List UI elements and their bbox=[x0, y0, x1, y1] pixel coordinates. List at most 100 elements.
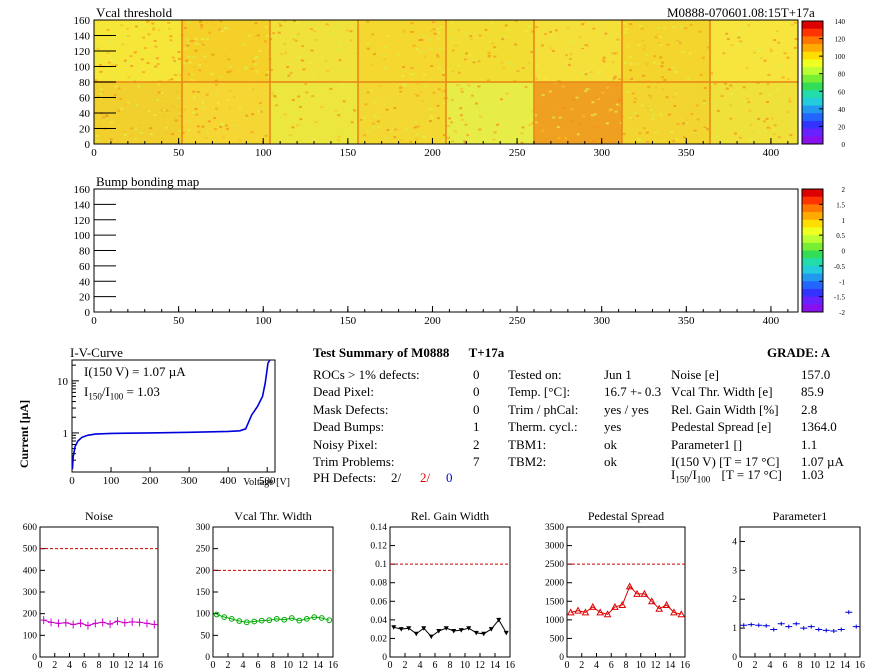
vcal-pixel bbox=[432, 91, 436, 94]
vcal-pixel bbox=[341, 85, 345, 88]
vcal-x-tick-label: 400 bbox=[763, 147, 780, 159]
vcal-pixel bbox=[460, 138, 464, 141]
vcal-pixel bbox=[776, 87, 780, 90]
vcal-pixel bbox=[534, 121, 538, 124]
roc-point bbox=[266, 617, 273, 624]
vcal-pixel bbox=[647, 85, 651, 88]
vcal-pixel bbox=[339, 127, 343, 130]
roc-x-tick-label: 0 bbox=[38, 660, 43, 671]
vcal-pixel bbox=[646, 107, 650, 110]
vcal-pixel bbox=[562, 106, 566, 109]
roc-point bbox=[77, 619, 84, 628]
color-scale-label: 40 bbox=[838, 106, 846, 114]
vcal-pixel bbox=[294, 39, 298, 42]
roc-point bbox=[303, 615, 310, 622]
ph-defects-row: PH Defects: 2/ 2/ 0 bbox=[313, 470, 463, 486]
vcal-pixel bbox=[402, 83, 406, 86]
vcal-pixel bbox=[402, 66, 406, 69]
vcal-pixel bbox=[228, 106, 232, 109]
vcal-map-y-axis: 0 20 40 60 80 100 120 140 160 bbox=[74, 15, 116, 151]
vcal-pixel bbox=[304, 82, 308, 85]
vcal-pixel bbox=[198, 63, 202, 66]
bump-x-tick-label: 50 bbox=[173, 315, 185, 327]
vcal-pixel bbox=[499, 98, 503, 101]
roc-point bbox=[762, 623, 770, 628]
vcal-pixel bbox=[588, 74, 592, 77]
vcal-pixel bbox=[478, 128, 482, 131]
vcal-pixel bbox=[219, 75, 223, 78]
vcal-pixel bbox=[277, 31, 281, 34]
vcal-pixel bbox=[772, 129, 776, 132]
roc-point bbox=[391, 625, 397, 630]
vcal-pixel bbox=[338, 41, 342, 44]
roc-y-tick-label: 1000 bbox=[545, 616, 564, 626]
roc-x-tick-label: 4 bbox=[67, 660, 72, 671]
vcal-pixel bbox=[238, 106, 242, 109]
roc-point bbox=[852, 624, 860, 629]
vcal-pixel bbox=[216, 102, 220, 105]
bump-x-tick-label: 0 bbox=[91, 315, 97, 327]
summary-value: 1364.0 bbox=[801, 419, 837, 435]
vcal-pixel bbox=[493, 55, 497, 58]
vcal-pixel bbox=[254, 22, 258, 25]
color-scale-band bbox=[802, 273, 823, 282]
vcal-pixel bbox=[160, 91, 164, 94]
vcal-pixel bbox=[666, 43, 670, 46]
vcal-pixel bbox=[194, 108, 198, 111]
vcal-pixel bbox=[489, 106, 493, 109]
summary-label: Pedestal Spread [e] bbox=[671, 419, 772, 435]
vcal-pixel bbox=[703, 127, 707, 130]
vcal-pixel bbox=[451, 21, 455, 24]
roc-y-tick-label: 1500 bbox=[545, 597, 564, 607]
bump-y-tick-label: 120 bbox=[74, 215, 91, 227]
vcal-pixel bbox=[496, 123, 500, 126]
vcal-pixel bbox=[650, 109, 654, 112]
vcal-pixel bbox=[595, 126, 599, 129]
vcal-pixel bbox=[366, 42, 370, 45]
vcal-pixel bbox=[98, 63, 102, 66]
vcal-pixel bbox=[197, 131, 201, 134]
vcal-pixel bbox=[162, 109, 166, 112]
vcal-pixel bbox=[631, 118, 635, 121]
vcal-pixel bbox=[106, 51, 110, 54]
vcal-pixel bbox=[564, 137, 568, 140]
vcal-pixel bbox=[114, 61, 118, 64]
roc-point bbox=[815, 627, 823, 632]
vcal-pixel bbox=[201, 125, 205, 128]
vcal-pixel bbox=[191, 39, 195, 42]
vcal-pixel bbox=[108, 140, 112, 143]
vcal-pixel bbox=[194, 49, 198, 52]
vcal-pixel bbox=[415, 48, 419, 51]
vcal-pixel bbox=[211, 20, 215, 23]
vcal-pixel bbox=[632, 92, 636, 95]
vcal-pixel bbox=[296, 22, 300, 25]
vcal-pixel bbox=[192, 56, 196, 59]
vcal-pixel bbox=[233, 124, 237, 127]
vcal-pixel bbox=[311, 137, 315, 140]
vcal-roc-tile bbox=[710, 82, 798, 144]
roc-point bbox=[647, 597, 656, 605]
vcal-pixel bbox=[676, 122, 680, 125]
vcal-pixel bbox=[309, 61, 313, 64]
bump-map-title: Bump bonding map bbox=[96, 174, 200, 189]
vcal-pixel bbox=[602, 59, 606, 62]
vcal-pixel bbox=[502, 66, 506, 69]
vcal-pixel bbox=[763, 120, 767, 123]
vcal-pixel bbox=[473, 59, 477, 62]
roc-x-tick-label: 6 bbox=[82, 660, 87, 671]
vcal-pixel bbox=[349, 30, 353, 33]
vcal-pixel bbox=[696, 118, 700, 121]
vcal-pixel bbox=[139, 132, 143, 135]
roc-y-tick-label: 400 bbox=[23, 566, 38, 576]
vcal-pixel bbox=[514, 43, 518, 46]
roc-x-tick-label: 14 bbox=[490, 660, 500, 671]
vcal-pixel bbox=[584, 44, 588, 47]
vcal-pixel bbox=[446, 95, 450, 98]
roc-chart-frame bbox=[739, 526, 861, 658]
vcal-pixel bbox=[475, 102, 479, 105]
bump-y-tick-label: 140 bbox=[74, 199, 91, 211]
vcal-x-tick-label: 0 bbox=[91, 147, 97, 159]
vcal-pixel bbox=[609, 35, 613, 38]
vcal-pixel bbox=[123, 133, 127, 136]
color-scale-band bbox=[802, 189, 823, 198]
